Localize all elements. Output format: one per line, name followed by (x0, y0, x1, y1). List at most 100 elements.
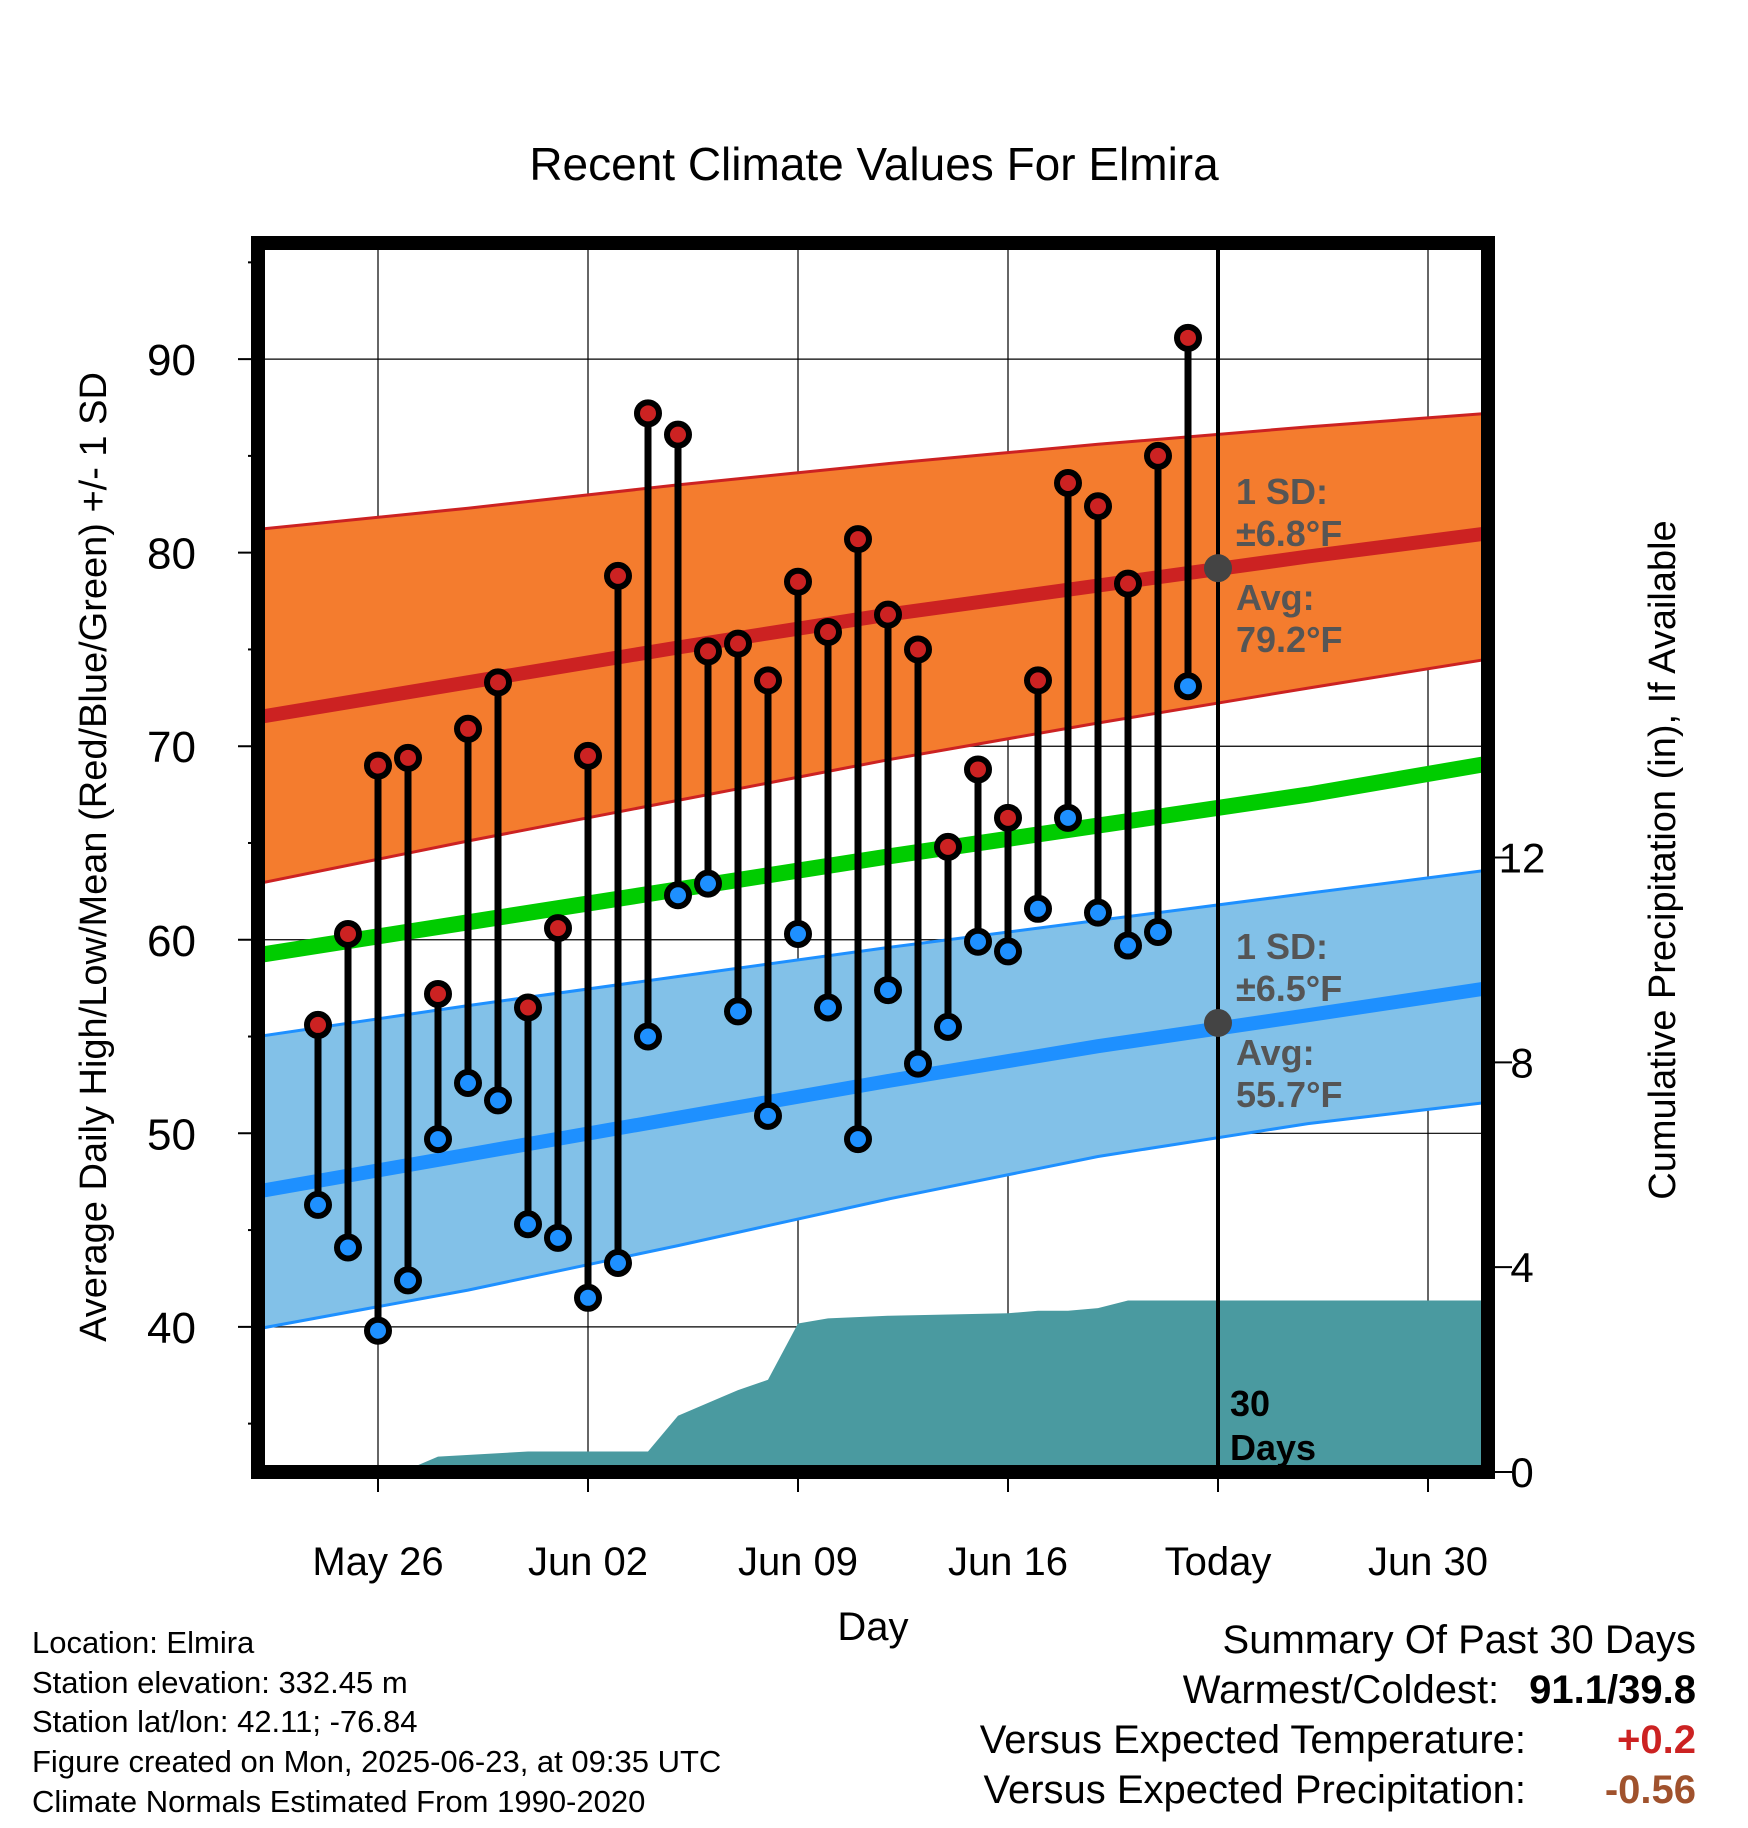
today-low-avg-marker (1204, 1008, 1232, 1037)
obs-high-point (574, 741, 602, 770)
obs-low-point (664, 881, 692, 910)
obs-high-point (844, 525, 872, 554)
obs-high-point (664, 420, 692, 449)
obs-low-point (964, 927, 992, 956)
obs-high-point (874, 600, 902, 629)
window-label: Days (1230, 1427, 1316, 1468)
precip-area (264, 1300, 1481, 1466)
high-sd-band-upper-edge (264, 412, 1481, 531)
y2-tick-label: 8 (1510, 1039, 1533, 1086)
x-tick-label: Jun 02 (528, 1540, 648, 1584)
y-axis-label: Average Daily High/Low/Mean (Red/Blue/Gr… (73, 372, 115, 1342)
obs-high-point (424, 979, 452, 1008)
normals-line: Climate Normals Estimated From 1990-2020 (32, 1784, 646, 1819)
y2-tick-label: 0 (1510, 1449, 1533, 1496)
obs-low-point (544, 1223, 572, 1252)
y-tick-label: 50 (147, 1110, 196, 1159)
obs-high-point (334, 919, 362, 948)
obs-low-point (784, 919, 812, 948)
y-tick-label: 40 (147, 1304, 196, 1353)
window-label: 30 (1230, 1383, 1270, 1424)
obs-high-point (1114, 569, 1142, 598)
obs-high-point (724, 629, 752, 658)
y-tick-label: 60 (147, 917, 196, 966)
obs-high-point (1054, 468, 1082, 497)
obs-high-point (364, 751, 392, 780)
low-avg-annotation: Avg: (1236, 1032, 1315, 1073)
y-tick-label: 70 (147, 723, 196, 772)
chart-title: Recent Climate Values For Elmira (529, 138, 1219, 190)
obs-low-point (424, 1125, 452, 1154)
obs-low-point (874, 976, 902, 1005)
y-tick-label: 80 (147, 530, 196, 579)
low-sd-annotation: ±6.5°F (1236, 968, 1342, 1009)
axes: 40 50 60 70 80 90 0 4 8 12 May 26 Jun 02 Jun 09 Jun 1… (73, 236, 1684, 1649)
summary-warmest: Warmest/Coldest: 91.1/39.8 (1183, 1668, 1696, 1713)
summary-precip: Versus Expected Precipitation: -0.56 (983, 1768, 1696, 1813)
obs-low-point (1024, 894, 1052, 923)
y2-axis-label: Cumulative Precipitation (in), If Availa… (1642, 520, 1684, 1199)
obs-high-point (514, 993, 542, 1022)
x-tick-label: Jun 16 (948, 1540, 1068, 1584)
summary-temp: Versus Expected Temperature: +0.2 (980, 1718, 1696, 1763)
high-sd-annotation: 1 SD: (1236, 471, 1328, 512)
obs-high-point (994, 803, 1022, 832)
obs-low-point (754, 1101, 782, 1130)
x-tick-label: Today (1165, 1540, 1272, 1584)
obs-low-point (844, 1125, 872, 1154)
x-tick-label: Jun 30 (1368, 1540, 1488, 1584)
summary-title: Summary Of Past 30 Days (1222, 1618, 1696, 1662)
temp-value: +0.2 (1617, 1718, 1696, 1762)
high-sd-band (264, 413, 1481, 883)
obs-low-point (904, 1049, 932, 1078)
obs-low-point (304, 1190, 332, 1219)
low-sd-annotation: 1 SD: (1236, 926, 1328, 967)
low-sd-band (264, 871, 1481, 1328)
temp-label: Versus Expected Temperature: (979, 1718, 1526, 1762)
x-tick-label: Jun 09 (738, 1540, 858, 1584)
obs-low-point (394, 1266, 422, 1295)
x-axis-label: Day (837, 1605, 908, 1649)
high-sd-annotation: ±6.8°F (1236, 513, 1342, 554)
high-avg-annotation: Avg: (1236, 577, 1315, 618)
obs-high-point (694, 637, 722, 666)
low-avg-annotation: 55.7°F (1236, 1074, 1342, 1115)
obs-high-point (454, 714, 482, 743)
obs-high-point (604, 561, 632, 590)
obs-low-point (574, 1283, 602, 1312)
precip-value: -0.56 (1604, 1768, 1696, 1812)
warmest-value: 91.1/39.8 (1529, 1668, 1696, 1712)
obs-low-point (1174, 672, 1202, 701)
latlon-line: Station lat/lon: 42.11; -76.84 (32, 1704, 418, 1739)
warmest-label: Warmest/Coldest: (1182, 1668, 1500, 1712)
obs-low-point (814, 993, 842, 1022)
low-sd-band-lower-edge (264, 1101, 1481, 1330)
created-line: Figure created on Mon, 2025-06-23, at 09… (32, 1744, 722, 1779)
obs-low-point (1054, 803, 1082, 832)
precip-label: Versus Expected Precipitation: (983, 1768, 1526, 1812)
obs-high-point (754, 666, 782, 695)
obs-high-point (904, 635, 932, 664)
obs-high-point (934, 832, 962, 861)
obs-high-point (1084, 492, 1112, 521)
low-mean-line (264, 982, 1481, 1198)
obs-low-point (934, 1012, 962, 1041)
obs-low-point (454, 1068, 482, 1097)
obs-low-point (1084, 898, 1112, 927)
obs-low-point (1114, 931, 1142, 960)
obs-high-point (544, 914, 572, 943)
obs-low-point (994, 937, 1022, 966)
obs-high-point (1024, 666, 1052, 695)
obs-low-point (694, 869, 722, 898)
obs-low-point (604, 1248, 632, 1277)
x-tick-label: May 26 (312, 1540, 443, 1584)
obs-high-point (814, 618, 842, 647)
y-tick-label: 90 (147, 336, 196, 385)
location-line: Location: Elmira (32, 1625, 255, 1660)
obs-low-point (484, 1086, 512, 1115)
obs-high-point (304, 1010, 332, 1039)
high-avg-annotation: 79.2°F (1236, 619, 1342, 660)
obs-high-point (1174, 323, 1202, 352)
